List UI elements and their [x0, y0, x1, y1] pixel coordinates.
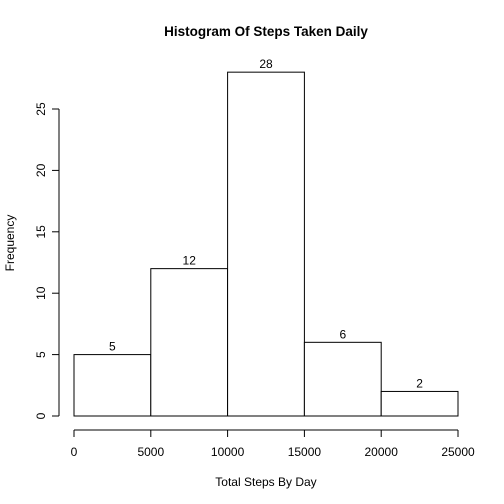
- bar-value-label: 28: [259, 57, 273, 71]
- y-tick-label: 10: [34, 286, 48, 300]
- y-tick-label: 20: [34, 163, 48, 177]
- bar-value-label: 12: [183, 254, 197, 268]
- x-tick-label: 15000: [288, 445, 322, 459]
- histogram-bar: [150, 268, 229, 417]
- histogram-bar: [73, 354, 152, 417]
- y-tick-label: 5: [34, 351, 48, 358]
- bar-value-label: 6: [339, 327, 346, 341]
- x-tick-label: 0: [71, 445, 78, 459]
- y-axis-title: Frequency: [3, 215, 17, 272]
- x-tick-label: 20000: [365, 445, 399, 459]
- histogram-bar: [227, 71, 305, 417]
- bar-value-label: 2: [416, 376, 423, 390]
- x-axis: 0 5000 10000 15000 20000 25000: [71, 429, 475, 459]
- y-tick-label: 15: [34, 225, 48, 239]
- x-tick-label: 5000: [137, 445, 164, 459]
- histogram-bar: [303, 341, 382, 417]
- x-tick-label: 25000: [441, 445, 475, 459]
- y-tick-label: 0: [34, 412, 48, 419]
- bar-value-label: 5: [109, 340, 116, 354]
- histogram-bar: [380, 390, 459, 417]
- data-labels-group: 5 12 28 6 2: [109, 57, 423, 390]
- bars-group: [73, 71, 459, 417]
- chart-title: Histogram Of Steps Taken Daily: [164, 24, 368, 39]
- y-tick-label: 25: [34, 102, 48, 116]
- y-axis: 0 5 10 15 20 25: [34, 102, 60, 419]
- x-axis-title: Total Steps By Day: [215, 475, 316, 489]
- x-tick-label: 10000: [211, 445, 245, 459]
